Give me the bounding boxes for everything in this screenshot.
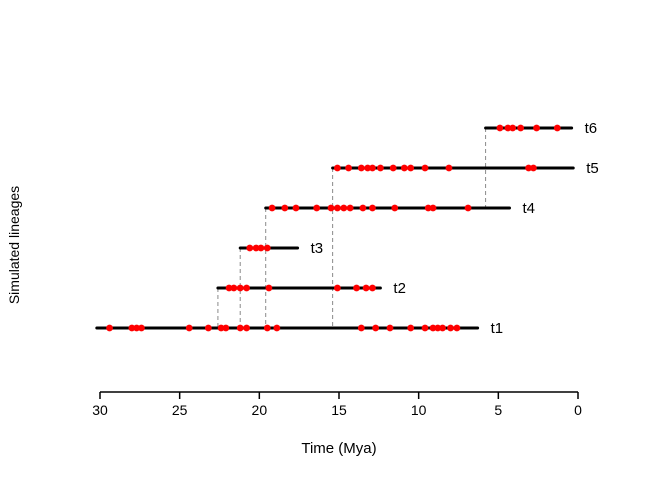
event-dot — [353, 284, 360, 292]
event-dot — [236, 284, 244, 292]
lineage-label-t3: t3 — [311, 240, 324, 257]
x-axis-tick-label: 30 — [92, 402, 108, 418]
event-dot — [236, 324, 244, 332]
event-dot — [421, 324, 429, 332]
event-dot — [529, 164, 537, 172]
event-dot — [281, 204, 289, 212]
lineage-label-t4: t4 — [522, 200, 535, 217]
event-dot — [386, 324, 394, 332]
event-dot — [424, 204, 432, 212]
event-dot — [533, 124, 540, 132]
event-dot — [525, 164, 533, 172]
event-dot — [445, 164, 453, 172]
event-dot — [439, 324, 446, 332]
event-dot — [106, 324, 113, 332]
event-dot — [429, 324, 437, 332]
event-dot — [364, 164, 372, 172]
event-dot — [334, 204, 341, 212]
lineage-label-t2: t2 — [393, 280, 406, 297]
event-dot — [369, 204, 376, 212]
lineage-label-t5: t5 — [586, 160, 599, 177]
event-dot — [369, 164, 376, 172]
event-dot — [346, 204, 354, 212]
x-axis-title: Time (Mya) — [301, 440, 377, 457]
event-dot — [263, 244, 271, 252]
x-axis-tick-label: 0 — [574, 402, 582, 418]
lineage-label-t1: t1 — [491, 320, 504, 337]
event-dot — [421, 164, 429, 172]
x-axis-tick-label: 10 — [411, 402, 427, 418]
x-axis-tick-label: 5 — [494, 402, 502, 418]
event-dot — [230, 284, 238, 292]
event-dot — [327, 204, 335, 212]
event-dot — [553, 124, 561, 132]
event-dot — [268, 204, 276, 212]
event-dot — [464, 204, 472, 212]
event-dot — [509, 124, 517, 132]
event-dot — [246, 244, 254, 252]
event-dot — [225, 284, 233, 292]
event-dot — [372, 324, 380, 332]
event-dot — [400, 164, 408, 172]
event-dot — [496, 124, 504, 132]
event-dot — [133, 324, 141, 332]
event-dot — [243, 284, 250, 292]
x-axis-tick-label: 20 — [252, 402, 268, 418]
event-dot — [357, 164, 365, 172]
event-dot — [362, 284, 370, 292]
x-axis-tick-label: 25 — [172, 402, 188, 418]
event-dot — [128, 324, 136, 332]
event-dot — [222, 324, 230, 332]
event-dot — [185, 324, 193, 332]
event-dot — [292, 204, 300, 212]
event-dot — [313, 204, 321, 212]
event-dot — [263, 324, 271, 332]
event-dot — [273, 324, 281, 332]
event-dot — [243, 324, 250, 332]
lineage-label-t6: t6 — [585, 120, 598, 137]
event-dot — [340, 204, 348, 212]
event-dot — [434, 324, 442, 332]
event-dot — [377, 164, 384, 172]
event-dot — [334, 164, 341, 172]
event-dot — [217, 324, 225, 332]
event-dot — [345, 164, 352, 172]
event-dot — [359, 204, 367, 212]
event-dot — [389, 164, 397, 172]
event-dot — [517, 124, 525, 132]
event-dot — [453, 324, 461, 332]
event-dot — [257, 244, 265, 252]
event-dot — [252, 244, 260, 252]
event-dot — [369, 284, 376, 292]
event-dot — [334, 284, 341, 292]
y-axis-title: Simulated lineages — [6, 185, 22, 305]
event-dot — [391, 204, 399, 212]
event-dot — [504, 124, 512, 132]
event-dot — [265, 284, 273, 292]
event-dot — [204, 324, 212, 332]
event-dot — [407, 164, 415, 172]
event-dot — [447, 324, 454, 332]
event-dot — [429, 204, 437, 212]
event-dot — [357, 324, 365, 332]
event-dot — [138, 324, 145, 332]
event-dot — [407, 324, 415, 332]
x-axis-tick-label: 15 — [331, 402, 347, 418]
